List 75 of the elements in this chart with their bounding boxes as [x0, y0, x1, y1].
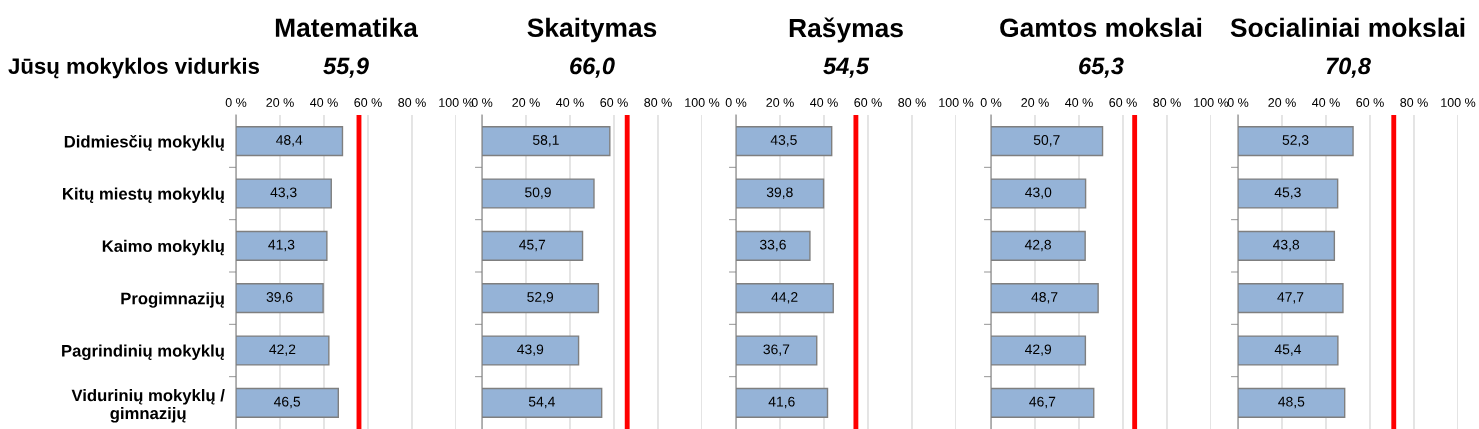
x-tick-label: 60 %	[1356, 98, 1384, 107]
data-label: 43,8	[1272, 239, 1300, 252]
text: Jūsų mokyklos vidurkis	[8, 57, 260, 79]
x-tick-label: 20 %	[766, 98, 794, 107]
data-label: 43,0	[1025, 187, 1052, 199]
x-tick-label: 80 %	[644, 98, 672, 107]
x-tick-label: 100 %	[1441, 98, 1476, 107]
x-tick-label: 20 %	[266, 98, 294, 107]
data-label: 46,7	[1029, 396, 1056, 409]
data-label: 44,2	[771, 292, 798, 304]
x-tick-label: 60 %	[354, 98, 382, 107]
data-label: 48,5	[1278, 396, 1305, 409]
data-label: 45,4	[1274, 344, 1302, 356]
data-label: 41,3	[268, 239, 295, 252]
data-label: 42,2	[269, 344, 296, 356]
data-label: 39,8	[766, 187, 793, 199]
x-tick-label: 80 %	[898, 98, 926, 107]
data-label: 39,6	[266, 292, 293, 304]
x-tick-label: 40 %	[310, 98, 338, 107]
data-label: 42,8	[1024, 239, 1051, 252]
data-label: 43,3	[270, 187, 297, 199]
chart-title: Matematika	[275, 17, 419, 38]
data-label: 50,7	[1033, 135, 1060, 147]
chart-subtitle: 54,5	[823, 57, 870, 78]
x-tick-label: 0 %	[225, 98, 247, 107]
data-label: 48,4	[276, 135, 303, 147]
data-label: 58,1	[532, 135, 559, 147]
data-label: 45,3	[1274, 187, 1301, 199]
chart-title: Gamtos mokslai	[1000, 17, 1202, 38]
y-tick-label: Kitų miestų mokyklų	[63, 187, 224, 203]
x-tick-label: 20 %	[1268, 98, 1296, 107]
x-tick-label: 40 %	[810, 98, 838, 107]
x-tick-label: 40 %	[1312, 98, 1340, 107]
x-tick-label: 60 %	[854, 98, 882, 107]
x-tick-label: 0 %	[725, 98, 747, 107]
x-tick-label: 100 %	[685, 98, 720, 107]
chart-subtitle: 65,3	[1079, 57, 1124, 78]
data-label: 42,9	[1024, 344, 1052, 356]
data-label: 50,9	[525, 187, 551, 199]
x-tick-label: 0 %	[980, 98, 1002, 107]
data-label: 43,9	[517, 344, 544, 356]
x-tick-label: 40 %	[556, 98, 584, 107]
x-tick-label: 60 %	[1109, 98, 1137, 107]
x-tick-label: 0 %	[1227, 98, 1249, 107]
chart-title: Skaitymas	[527, 17, 657, 43]
data-label: 41,6	[768, 396, 795, 409]
data-label: 33,6	[759, 239, 786, 252]
data-label: 46,5	[273, 396, 301, 409]
x-tick-label: 100 %	[1194, 98, 1229, 107]
data-label: 43,5	[770, 135, 797, 147]
data-label: 52,9	[527, 292, 554, 304]
chart-title: Socialiniai mokslai	[1230, 17, 1465, 38]
x-tick-label: 20 %	[1021, 98, 1049, 107]
chart-subtitle: 66,0	[570, 57, 615, 78]
data-label: 45,7	[519, 239, 546, 252]
x-tick-label: 80 %	[398, 98, 426, 107]
y-tick-label: Progimnazijų	[121, 292, 224, 308]
chart-subtitle: 55,9	[323, 57, 369, 78]
y-tick-label: Kaimo mokyklų	[102, 239, 224, 256]
x-tick-label: 100 %	[939, 98, 974, 107]
data-label: 54,4	[528, 396, 555, 409]
y-tick-label: Didmiesčių mokyklų	[64, 134, 224, 151]
chart-title: Rašymas	[789, 17, 903, 43]
data-label: 47,7	[1277, 292, 1304, 304]
y-tick-label: Vidurinių mokyklų / gimnazijų	[71, 389, 225, 423]
data-label: 52,3	[1282, 135, 1309, 147]
chart-subtitle: 70,8	[1326, 57, 1371, 78]
x-tick-label: 80 %	[1153, 98, 1181, 107]
data-label: 36,7	[763, 344, 790, 356]
x-tick-label: 60 %	[600, 98, 628, 107]
x-tick-label: 40 %	[1065, 98, 1093, 107]
y-tick-label: Pagrindinių mokyklų	[62, 344, 224, 361]
data-label: 48,7	[1031, 292, 1058, 304]
x-tick-label: 80 %	[1400, 98, 1428, 107]
x-tick-label: 20 %	[512, 98, 540, 107]
